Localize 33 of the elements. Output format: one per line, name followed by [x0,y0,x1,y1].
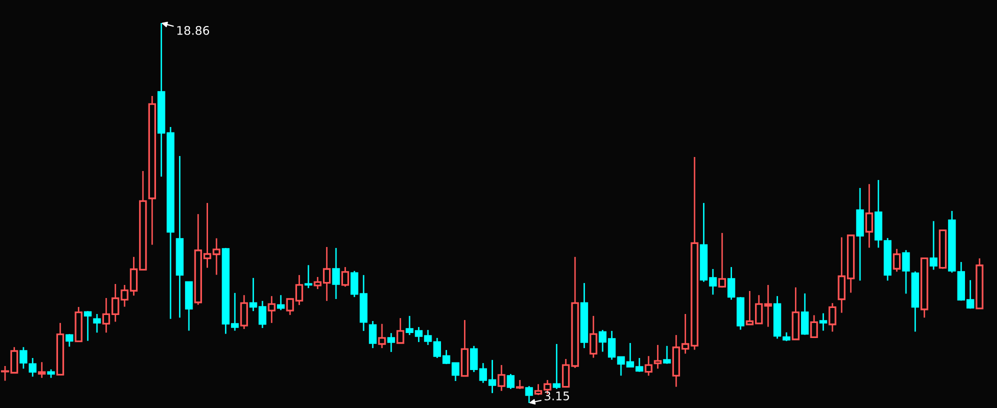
annotation: 18.86 [177,26,210,35]
candlestick [506,373,515,390]
candlestick [800,292,809,336]
candlestick [66,333,74,348]
candlestick [498,364,506,392]
candlestick [552,343,561,390]
candlestick [828,302,836,332]
candlestick [240,294,248,330]
candlestick [663,345,671,365]
candlestick [38,361,46,379]
candlestick [368,320,377,349]
candlestick [892,248,901,272]
candlestick [268,295,276,324]
candlestick [332,247,340,300]
candlestick [84,310,92,342]
candlestick [93,313,101,334]
candlestick [718,232,726,288]
candlestick [810,314,818,338]
candlestick [644,355,652,376]
candlestick [930,220,938,270]
candlestick [304,264,312,289]
candlestick [378,323,386,349]
candlestick [276,294,285,311]
candlestick [865,183,874,248]
candlestick [902,249,910,294]
candlestick [387,332,396,353]
annotation: 3.15 [544,391,570,400]
candlestick [525,385,533,404]
candlestick [654,344,662,370]
candlestick [590,315,598,358]
candlestick [396,317,404,344]
candlestick [819,312,828,332]
candlestick [341,266,350,288]
